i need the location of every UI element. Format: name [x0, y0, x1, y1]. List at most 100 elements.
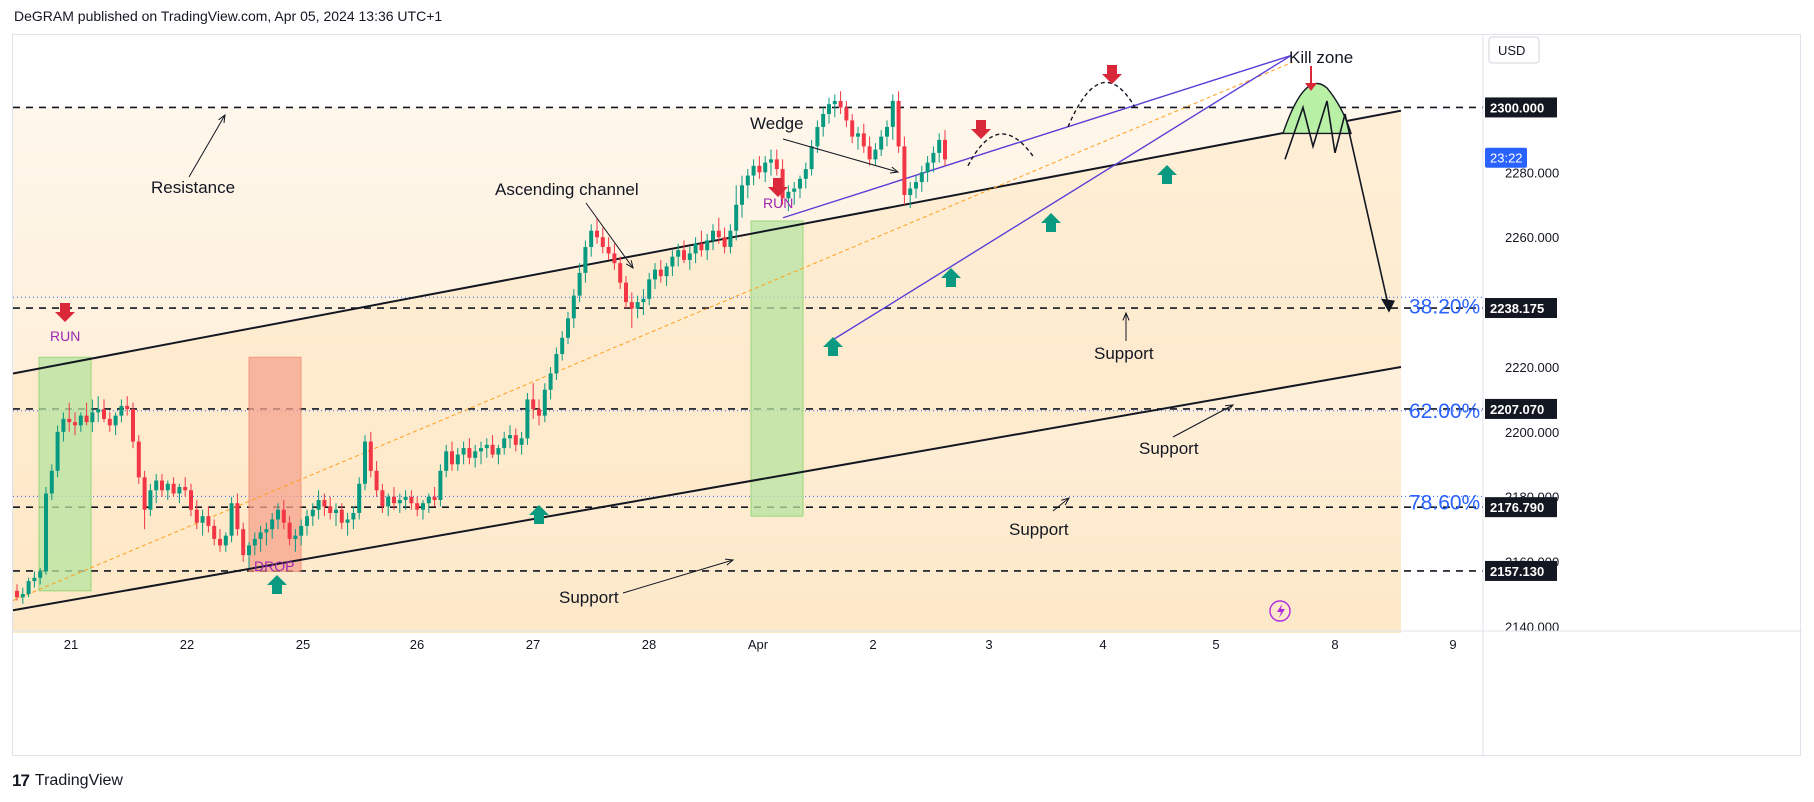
candle-body — [502, 438, 507, 449]
candle-body — [200, 516, 205, 523]
currency-selector-box[interactable] — [1488, 36, 1540, 64]
candle — [682, 240, 686, 264]
candle-body — [177, 487, 182, 494]
candle-body — [386, 496, 391, 507]
candle-body — [189, 490, 193, 510]
candle — [438, 464, 443, 507]
candle-body — [61, 418, 66, 432]
candle-body — [113, 415, 118, 426]
candle — [473, 444, 478, 468]
candle-body — [26, 581, 31, 595]
time-tick-label: 26 — [410, 637, 424, 652]
candle — [218, 529, 222, 552]
candle-body — [629, 302, 634, 309]
candle — [403, 490, 408, 510]
candle — [131, 402, 135, 449]
candle — [223, 532, 228, 552]
countdown-label: 23:22 — [1490, 151, 1523, 166]
candle — [351, 506, 356, 530]
candle — [293, 529, 298, 552]
candle-body — [798, 178, 802, 189]
lightning-icon[interactable] — [1269, 600, 1291, 622]
candle — [595, 217, 599, 244]
currency-selector[interactable]: USD — [1488, 36, 1540, 64]
candle-body — [914, 182, 918, 189]
candle-body — [896, 100, 901, 147]
candle — [55, 425, 60, 478]
candle — [908, 182, 913, 209]
candle-body — [316, 499, 321, 510]
candle-body — [322, 499, 327, 507]
candle — [635, 295, 640, 319]
candle-body — [165, 483, 170, 491]
candle-body — [873, 149, 878, 160]
candle-body — [409, 496, 414, 504]
chart-frame[interactable]: Resistance Ascending channel Wedge Kill zon… — [12, 34, 1802, 757]
candle-body — [931, 152, 936, 163]
candle — [421, 499, 425, 520]
candle-body — [728, 230, 733, 247]
candle — [270, 512, 275, 539]
candle-body — [363, 441, 367, 484]
support-pointer — [1052, 497, 1070, 512]
candle — [212, 519, 217, 546]
candle-body — [856, 133, 860, 137]
candle — [554, 347, 559, 380]
candle — [861, 123, 866, 153]
candle-body — [612, 253, 617, 264]
candle-body — [84, 415, 89, 423]
candle — [589, 224, 594, 257]
candle-body — [403, 496, 408, 500]
time-tick-label: 5 — [1212, 637, 1219, 652]
candle-body — [223, 535, 228, 546]
candle — [629, 292, 634, 329]
candle — [125, 396, 130, 416]
candle-body — [194, 509, 199, 523]
price-level-value: 2300.000 — [1490, 100, 1544, 115]
price-level-badge — [1485, 497, 1557, 518]
candle-body — [183, 487, 188, 491]
candle — [73, 412, 77, 436]
resistance-pointer — [188, 114, 226, 178]
candle-body — [479, 448, 483, 452]
candle-body — [102, 409, 106, 419]
candle — [61, 412, 66, 442]
candle-body — [160, 480, 164, 491]
candle-body — [339, 509, 344, 523]
candle — [432, 487, 437, 507]
price-level-value: 2238.175 — [1490, 301, 1544, 316]
candle — [258, 525, 263, 552]
candle — [78, 412, 83, 432]
candle-body — [38, 571, 43, 578]
candle-body — [734, 204, 739, 231]
candle — [641, 289, 646, 316]
candle — [49, 464, 54, 500]
candle — [786, 185, 791, 212]
candle-body — [751, 165, 756, 176]
candle — [670, 250, 675, 277]
candle — [502, 431, 507, 455]
candle-body — [722, 237, 727, 247]
candle — [687, 246, 692, 270]
candle-body — [20, 594, 25, 598]
candle-body — [136, 441, 141, 478]
tradingview-footer[interactable]: 17 TradingView — [12, 771, 123, 791]
fib-label-0: 38.20% — [1409, 295, 1480, 318]
candle-body — [334, 509, 338, 513]
candle-body — [247, 545, 251, 556]
candlestick-chart[interactable]: Resistance Ascending channel Wedge Kill zon… — [12, 35, 1802, 757]
candle-body — [148, 490, 153, 510]
candle-body — [757, 165, 762, 173]
candle-body — [345, 519, 350, 523]
candle — [200, 509, 205, 536]
time-tick-label: 9 — [1449, 637, 1456, 652]
candle — [107, 412, 112, 432]
candle — [386, 493, 391, 517]
candle-body — [919, 172, 924, 183]
candle-body — [554, 354, 559, 374]
channel-pointer-head — [625, 260, 634, 270]
candle — [455, 448, 460, 471]
candle-body — [276, 509, 280, 520]
candle-body — [832, 100, 837, 105]
candle — [571, 289, 576, 329]
